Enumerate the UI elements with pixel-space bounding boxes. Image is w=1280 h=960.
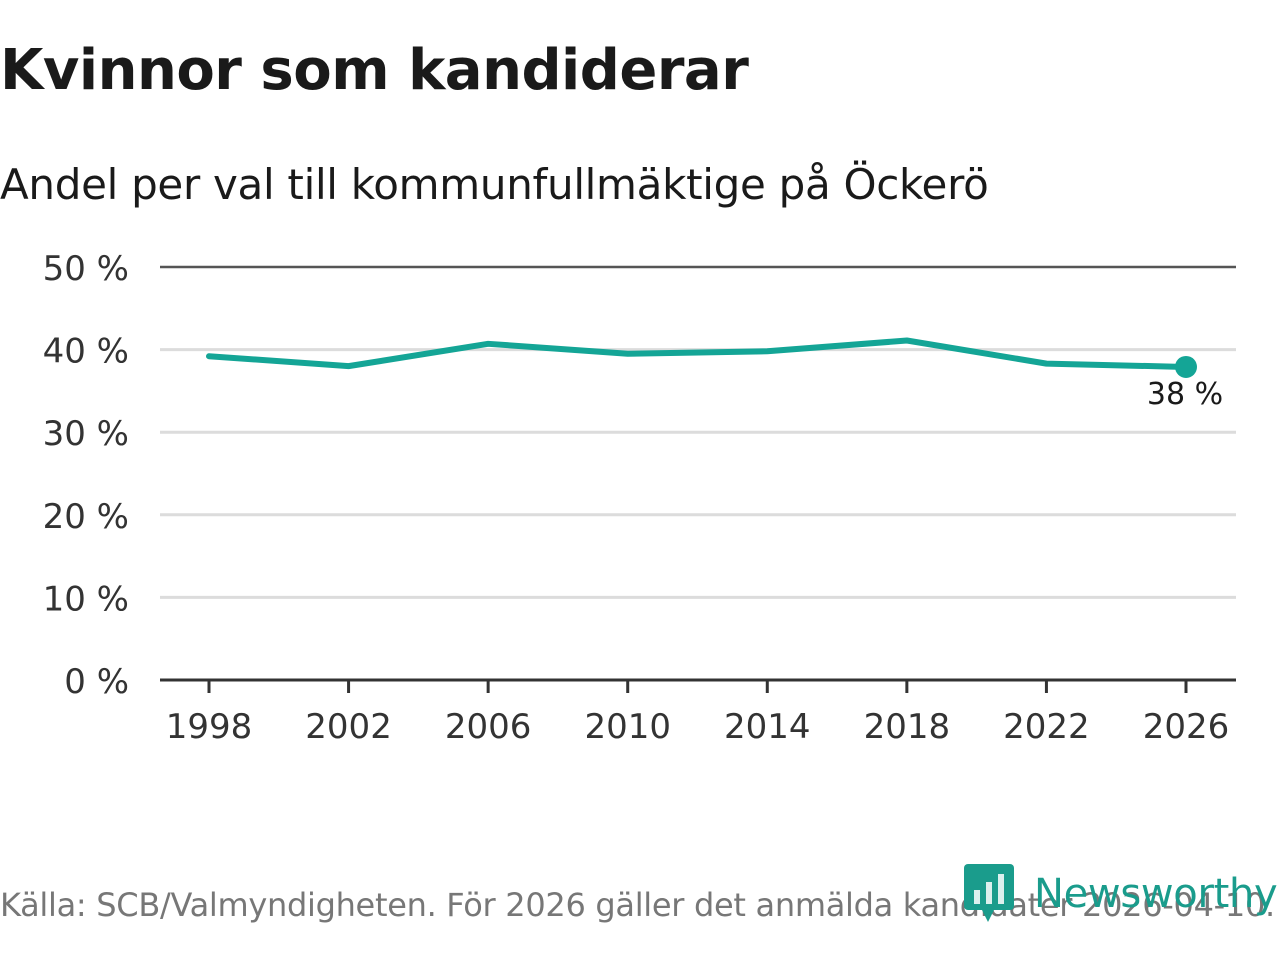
newsworthy-icon (964, 864, 1014, 922)
chart-title: Kvinnor som kandiderar (0, 38, 749, 103)
x-tick-label: 2014 (724, 707, 811, 747)
y-tick-label: 40 % (43, 332, 129, 372)
x-tick-label: 2002 (305, 707, 392, 747)
y-tick-label: 20 % (43, 497, 129, 537)
x-tick-label: 2006 (445, 707, 532, 747)
series-line (206, 337, 1189, 370)
x-tick-label: 2018 (864, 707, 951, 747)
y-tick-label: 0 % (64, 662, 129, 702)
end-point-marker (1175, 355, 1197, 378)
end-value-label: 38 % (1147, 377, 1223, 412)
y-tick-label: 50 % (43, 249, 129, 289)
x-tick-label: 2026 (1143, 707, 1230, 747)
x-tick-label: 1998 (166, 707, 253, 747)
chart-subtitle: Andel per val till kommunfullmäktige på … (0, 160, 989, 209)
x-tick-label: 2010 (584, 707, 671, 747)
brand-logo: Newsworthy (964, 864, 1278, 924)
y-tick-label: 10 % (43, 579, 129, 619)
y-tick-label: 30 % (43, 414, 129, 454)
source-note: Källa: SCB/Valmyndigheten. För 2026 gäll… (0, 886, 1275, 924)
x-tick-label: 2022 (1003, 707, 1090, 747)
brand-name: Newsworthy (1034, 871, 1278, 917)
